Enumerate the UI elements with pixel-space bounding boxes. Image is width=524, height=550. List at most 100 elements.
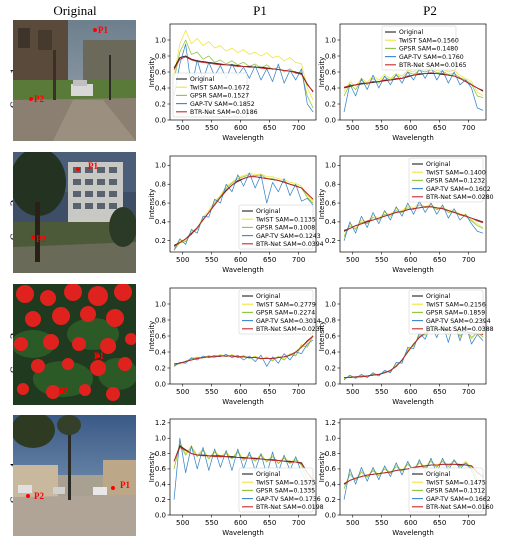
y-tick-label: 0.4	[155, 84, 167, 92]
series-line-gap-tv	[173, 172, 314, 251]
legend-entry-original: Original	[190, 76, 214, 83]
y-tick-label: 1.0	[155, 36, 166, 44]
x-tick-label: 500	[176, 388, 189, 396]
scene-2-p1-label: P1	[88, 161, 98, 171]
legend-entry-gpsr: GPSR SAM=0.1008	[256, 225, 315, 232]
scene-3-p1-marker	[96, 354, 100, 358]
legend-entry-gpsr: GPSR SAM=0.1312	[426, 488, 485, 495]
y-axis-label: Intensity	[318, 57, 326, 87]
chart-svg: 0.0 0.2 0.4 0.6 0.8 1.0 1.2 500 550 600 650 700 Wave…	[318, 418, 494, 537]
legend-entry-gpsr: GPSR SAM=0.1232	[426, 178, 485, 185]
legend-entry-original: Original	[426, 161, 450, 168]
x-tick-label: 650	[433, 256, 446, 264]
legend-entry-btr-net: BTR-Net SAM=0.0280	[426, 194, 494, 201]
legend-box	[381, 25, 457, 71]
x-tick-label: 600	[234, 388, 247, 396]
x-tick-label: 600	[234, 256, 247, 264]
chart-scene-1-p2: 0.0 0.2 0.4 0.6 0.8 1.0 500 550 600 650 700 Wavelen…	[318, 20, 490, 151]
scene-1-p2-marker	[29, 97, 33, 101]
series-line-gap-tv	[343, 321, 484, 381]
legend-box	[238, 467, 314, 513]
scene-4-p2-marker	[26, 494, 30, 498]
series-line-original	[344, 329, 484, 379]
y-tick-label: 0.8	[155, 316, 166, 324]
y-tick-label: 0.2	[155, 364, 166, 372]
chart-svg: 0.0 0.2 0.4 0.6 0.8 1.0 500 550 600 650 700 Wavelen…	[318, 23, 487, 142]
y-axis-label: Intensity	[148, 321, 156, 351]
y-tick-label: 0.8	[155, 450, 166, 458]
scene-1-p1-marker	[93, 28, 97, 32]
y-axis-label: Intensity	[148, 452, 156, 482]
legend-entry-btr-net: BTR-Net SAM=0.0198	[256, 504, 324, 511]
plot-frame	[339, 418, 487, 516]
y-tick-label: 0.4	[325, 481, 337, 489]
legend-entry-gap-tv: GAP-TV SAM=0.1602	[426, 186, 491, 193]
y-tick-label: 1.0	[325, 162, 336, 170]
legend-entry-btr-net: BTR-Net SAM=0.0388	[426, 326, 494, 333]
x-tick-label: 550	[205, 124, 218, 132]
series-line-twist	[173, 30, 314, 101]
y-tick-label: 0.2	[325, 100, 336, 108]
x-tick-label: 550	[375, 256, 388, 264]
y-tick-label: 1.0	[325, 36, 336, 44]
x-axis-label: Wavelength	[222, 529, 264, 537]
x-tick-label: 550	[375, 124, 388, 132]
series-line-twist	[343, 323, 484, 380]
legend-entry-twist: TwIST SAM=0.1475	[425, 479, 486, 486]
series-line-gap-tv	[343, 66, 484, 113]
y-tick-label: 0.2	[325, 364, 336, 372]
y-tick-label: 0.0	[155, 511, 166, 519]
legend-box	[172, 72, 248, 118]
x-axis-label: Wavelength	[222, 266, 264, 274]
legend-entry-twist: TwIST SAM=0.1135	[255, 216, 316, 223]
x-tick-label: 700	[462, 388, 475, 396]
legend-entry-twist: TwIST SAM=0.1400	[425, 169, 486, 176]
legend-entry-original: Original	[426, 293, 450, 300]
legend-entry-twist: TwIST SAM=0.1672	[189, 84, 250, 91]
scene-2-p1-marker	[76, 167, 80, 171]
legend-entry-gpsr: GPSR SAM=0.1859	[426, 310, 485, 317]
x-tick-label: 500	[176, 124, 189, 132]
header-original: Original	[53, 3, 97, 18]
x-tick-label: 700	[292, 388, 305, 396]
x-tick-label: 700	[462, 519, 475, 527]
legend-entry-gpsr: GPSR SAM=0.1335	[256, 488, 315, 495]
chart-svg: 0.2 0.4 0.6 0.8 1.0 500 550 600 650 700 Wavelength…	[148, 155, 324, 274]
scene-4-image	[13, 415, 136, 536]
y-tick-label: 0.4	[325, 348, 337, 356]
x-tick-label: 650	[433, 519, 446, 527]
series-line-original	[343, 206, 484, 232]
y-tick-label: 1.0	[325, 300, 336, 308]
series-line-btr-net	[343, 72, 484, 91]
legend-entry-btr-net: BTR-Net SAM=0.0236	[256, 326, 324, 333]
y-tick-label: 0.6	[155, 68, 167, 76]
legend-entry-gap-tv: GAP-TV SAM=0.2394	[426, 318, 491, 325]
x-axis-label: Wavelength	[392, 398, 434, 406]
scene-3-p2-marker	[59, 390, 63, 394]
y-tick-label: 0.6	[325, 199, 337, 207]
y-tick-label: 0.0	[325, 380, 336, 388]
x-tick-label: 650	[433, 388, 446, 396]
scene-1-p2-label: P2	[34, 94, 44, 104]
y-tick-label: 0.6	[155, 332, 167, 340]
legend-entry-gpsr: GPSR SAM=0.1527	[190, 93, 249, 100]
y-axis-label: Intensity	[318, 452, 326, 482]
scene-4-p2-label: P2	[34, 491, 44, 501]
legend-entry-gap-tv: GAP-TV SAM=0.1852	[190, 101, 255, 108]
legend-entry-gap-tv: GAP-TV SAM=0.3014	[256, 318, 321, 325]
y-tick-label: 1.0	[155, 435, 166, 443]
y-tick-label: 0.2	[155, 496, 166, 504]
series-line-btr-net	[344, 329, 484, 379]
y-tick-label: 0.8	[325, 450, 336, 458]
y-tick-label: 0.2	[325, 496, 336, 504]
x-axis-label: Wavelength	[392, 266, 434, 274]
x-tick-label: 550	[375, 388, 388, 396]
chart-svg: 0.0 0.2 0.4 0.6 0.8 1.0 500 550 600 650 700 Wavelen…	[148, 23, 317, 142]
legend-entry-btr-net: BTR-Net SAM=0.0394	[256, 241, 324, 248]
plot-frame	[169, 418, 317, 516]
y-tick-label: 0.4	[325, 84, 337, 92]
